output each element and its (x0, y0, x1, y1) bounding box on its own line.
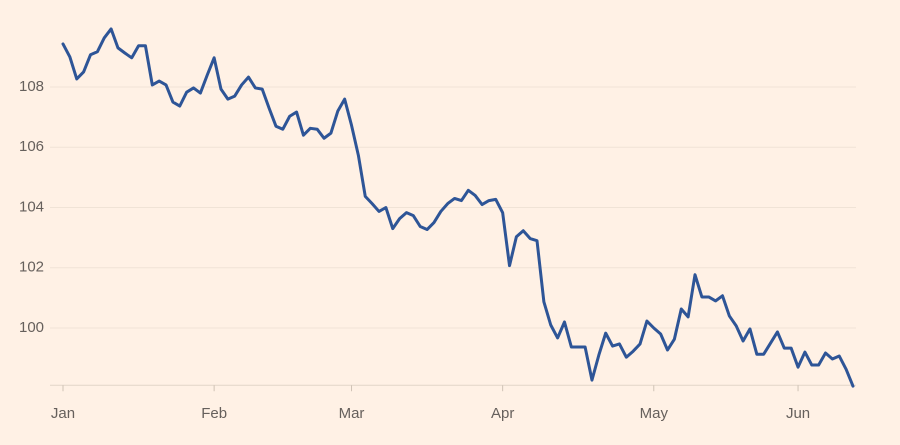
x-tick-label: Jan (51, 405, 75, 422)
x-tick-label: May (640, 405, 669, 422)
y-tick-label: 104 (19, 198, 44, 215)
y-tick-label: 100 (19, 319, 44, 336)
y-tick-label: 106 (19, 138, 44, 155)
line (61, 27, 855, 388)
x-tick-label: Feb (201, 405, 227, 422)
x-tick-label: Mar (339, 405, 365, 422)
x-tick-label: Apr (491, 405, 514, 422)
y-tick-label: 102 (19, 259, 44, 276)
x-tick-label: Jun (786, 405, 810, 422)
y-tick-label: 108 (19, 78, 44, 95)
